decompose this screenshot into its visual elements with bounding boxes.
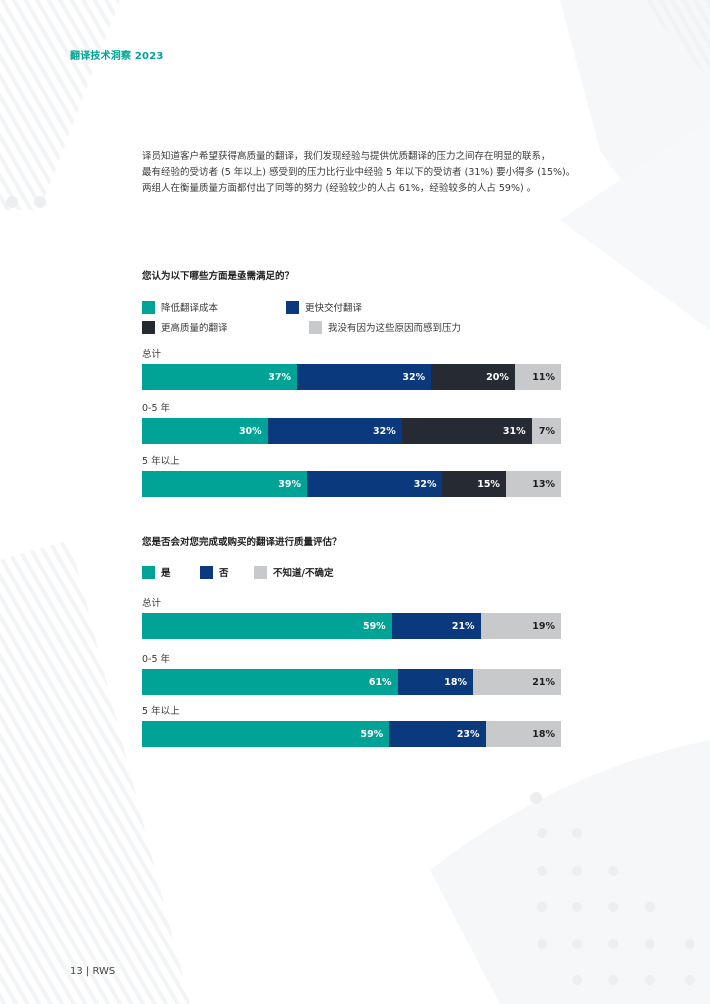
bar-segment: 18% — [397, 669, 473, 695]
chart1-legend-item: 更高质量的翻译 — [142, 320, 228, 334]
legend-label: 更高质量的翻译 — [161, 323, 228, 334]
chart2-legend-item: 否 — [200, 565, 229, 579]
page-number: 13 — [70, 966, 83, 977]
legend-label: 降低翻译成本 — [161, 303, 219, 314]
legend-swatch — [254, 565, 267, 579]
legend-label: 不知道/不确定 — [273, 568, 334, 579]
bar-data-label: 20% — [486, 371, 509, 383]
bar-data-label: 32% — [413, 478, 437, 490]
bar-segment: 20% — [431, 364, 515, 390]
chart1-legend-item: 更快交付翻译 — [286, 300, 362, 314]
chart2-bar-5-plus-years: 59% 23% 18% — [142, 721, 561, 747]
intro-paragraph: 译员知道客户希望获得高质量的翻译，我们发现经验与提供优质翻译的压力之间存在明显的… — [142, 149, 576, 197]
chart1-category-label: 总计 — [142, 349, 162, 360]
bar-segment: 31% — [401, 418, 532, 444]
bar-segment: 15% — [442, 471, 506, 497]
bar-data-label: 11% — [532, 371, 555, 383]
bar-data-label: 18% — [532, 728, 555, 740]
intro-line: 最有经验的受访者 (5 年以上) 感受到的压力比行业中经验 5 年以下的受访者 … — [142, 167, 576, 178]
bar-segment: 23% — [389, 721, 486, 747]
bar-segment: 13% — [505, 471, 561, 497]
bar-data-label: 18% — [444, 676, 467, 688]
bar-data-label: 21% — [451, 620, 475, 632]
chart1-category-label: 5 年以上 — [142, 456, 180, 467]
bar-data-label: 32% — [373, 425, 396, 437]
intro-line: 两组人在衡量质量方面都付出了同等的努力 (经验较少的人占 61%，经验较多的人占… — [142, 183, 537, 194]
bar-data-label: 30% — [238, 425, 262, 437]
chart2-bar-total: 59% 21% 19% — [142, 613, 561, 639]
bar-segment: 39% — [142, 471, 308, 497]
bar-segment: 21% — [472, 669, 561, 695]
bar-data-label: 59% — [362, 620, 386, 632]
bar-data-label: 7% — [538, 425, 555, 437]
bar-data-label: 21% — [532, 676, 555, 688]
bar-segment: 11% — [514, 364, 561, 390]
bar-segment: 32% — [267, 418, 402, 444]
bar-segment: 19% — [480, 613, 561, 639]
bar-segment: 59% — [142, 721, 390, 747]
legend-swatch — [286, 300, 299, 314]
chart1-bar-0-5-years: 30% 32% 31% 7% — [142, 418, 561, 444]
bar-segment: 32% — [307, 471, 443, 497]
chart2-title: 您是否会对您完成或购买的翻译进行质量评估？ — [142, 537, 342, 548]
bar-segment: 61% — [142, 669, 398, 695]
chart2-bar-0-5-years: 61% 18% 21% — [142, 669, 561, 695]
bar-data-label: 19% — [532, 620, 555, 632]
bar-data-label: 39% — [278, 478, 302, 490]
bar-segment: 37% — [142, 364, 298, 390]
legend-label: 更快交付翻译 — [305, 303, 363, 314]
legend-swatch — [142, 300, 155, 314]
bar-data-label: 13% — [532, 478, 555, 490]
bar-data-label: 32% — [402, 371, 426, 383]
bar-data-label: 59% — [360, 728, 384, 740]
legend-swatch — [200, 565, 213, 579]
bar-segment: 32% — [297, 364, 432, 390]
footer-brand: RWS — [92, 966, 116, 977]
bar-data-label: 15% — [477, 478, 500, 490]
chart1-legend-item: 我没有因为这些原因而感到压力 — [309, 320, 461, 334]
bar-segment: 7% — [531, 418, 561, 444]
chart2-category-label: 总计 — [142, 598, 162, 609]
legend-label: 是 — [161, 568, 171, 579]
chart1-title: 您认为以下哪些方面是亟需满足的？ — [142, 271, 295, 282]
page-footer: 13 | RWS — [70, 966, 115, 977]
bar-data-label: 23% — [456, 728, 480, 740]
chart1-bar-total: 37% 32% 20% 11% — [142, 364, 561, 390]
bar-segment: 18% — [485, 721, 561, 747]
footer-separator: | — [85, 966, 90, 977]
chart2-category-label: 0-5 年 — [142, 654, 171, 665]
bar-data-label: 61% — [368, 676, 392, 688]
bar-segment: 59% — [142, 613, 392, 639]
chart1-legend-item: 降低翻译成本 — [142, 300, 218, 314]
chart1-bar-5-plus-years: 39% 32% 15% 13% — [142, 471, 561, 497]
chart1-category-label: 0-5 年 — [142, 403, 171, 414]
chart2-legend-item: 是 — [142, 565, 171, 579]
legend-swatch — [142, 320, 155, 334]
bar-segment: 30% — [142, 418, 268, 444]
legend-label: 我没有因为这些原因而感到压力 — [328, 323, 462, 334]
legend-swatch — [309, 320, 322, 334]
chart2-legend-item: 不知道/不确定 — [254, 565, 333, 579]
bar-segment: 21% — [391, 613, 481, 639]
bar-data-label: 37% — [268, 371, 292, 383]
legend-label: 否 — [219, 568, 229, 579]
chart2-category-label: 5 年以上 — [142, 706, 180, 717]
intro-line: 译员知道客户希望获得高质量的翻译，我们发现经验与提供优质翻译的压力之间存在明显的… — [142, 151, 551, 162]
legend-swatch — [142, 565, 155, 579]
document-header-title: 翻译技术洞察 2023 — [70, 51, 164, 62]
bar-data-label: 31% — [502, 425, 526, 437]
